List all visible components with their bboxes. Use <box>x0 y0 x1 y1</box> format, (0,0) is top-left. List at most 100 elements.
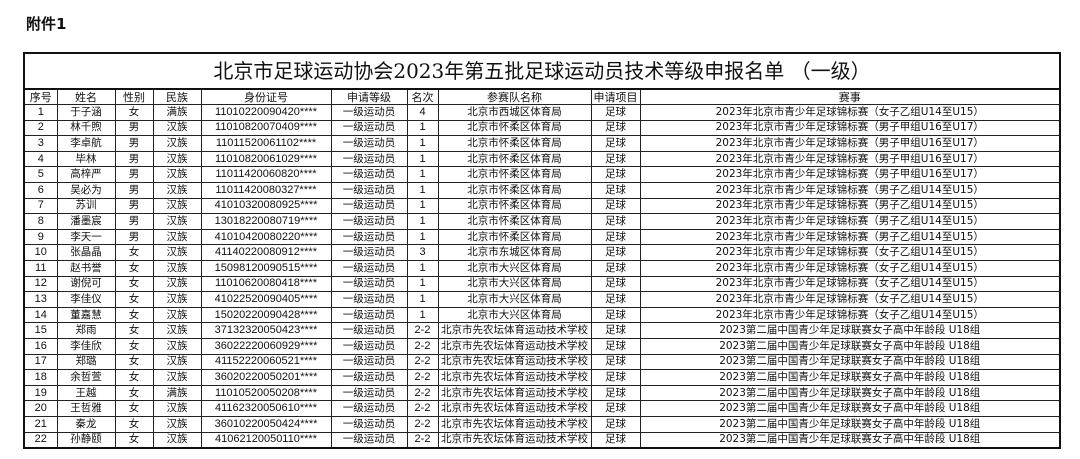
cell-gender: 女 <box>114 431 154 449</box>
cell-event: 2023年北京市青少年足球锦标赛（男子乙组U14至U15） <box>639 213 1061 230</box>
cell-ethnicity: 汉族 <box>152 244 202 262</box>
cell-ethnicity: 汉族 <box>152 400 202 417</box>
cell-sport: 足球 <box>590 384 641 402</box>
cell-level: 一级运动员 <box>330 213 408 230</box>
cell-rank: 1 <box>406 260 439 277</box>
cell-sport: 足球 <box>590 306 641 324</box>
cell-rank: 2-2 <box>406 338 439 355</box>
cell-ethnicity: 汉族 <box>152 166 202 184</box>
cell-level: 一级运动员 <box>330 415 408 433</box>
cell-gender: 女 <box>114 275 154 293</box>
cell-index: 19 <box>23 384 58 402</box>
cell-index: 8 <box>23 213 58 230</box>
cell-index: 11 <box>23 260 58 277</box>
cell-gender: 男 <box>114 213 154 230</box>
cell-ethnicity: 汉族 <box>152 260 202 277</box>
cell-level: 一级运动员 <box>330 369 408 386</box>
cell-rank: 1 <box>406 197 439 215</box>
cell-rank: 1 <box>406 228 439 246</box>
cell-level: 一级运动员 <box>330 150 408 168</box>
cell-team: 北京市大兴区体育局 <box>437 260 592 277</box>
cell-id-number: 41022520090405**** <box>200 291 332 308</box>
cell-team: 北京市先农坛体育运动技术学校 <box>437 431 592 449</box>
cell-index: 9 <box>23 228 58 246</box>
cell-id-number: 11010620080418**** <box>200 275 332 293</box>
cell-sport: 足球 <box>590 166 641 184</box>
cell-level: 一级运动员 <box>330 384 408 402</box>
cell-id-number: 36020220050201**** <box>200 369 332 386</box>
cell-name: 吴必为 <box>56 182 116 199</box>
cell-name: 孙静颐 <box>56 431 116 449</box>
cell-level: 一级运动员 <box>330 322 408 339</box>
cell-rank: 1 <box>406 182 439 199</box>
cell-name: 郑璐 <box>56 353 116 371</box>
cell-team: 北京市怀柔区体育局 <box>437 228 592 246</box>
cell-level: 一级运动员 <box>330 291 408 308</box>
table-row: 16 李佳欣女汉族 36022220060929**** 一级运动员 2-2 北京市先农坛… <box>23 338 1061 355</box>
cell-level: 一级运动员 <box>330 228 408 246</box>
cell-gender: 女 <box>114 353 154 371</box>
cell-name: 李天一 <box>56 228 116 246</box>
cell-rank: 1 <box>406 306 439 324</box>
cell-ethnicity: 满族 <box>152 104 202 121</box>
header-sport: 申请项目 <box>590 88 641 106</box>
header-row: 序号 姓名 性别 民族 身份证号 申请等级 名次 参赛队名称 申请项目 赛事 <box>23 88 1061 106</box>
cell-index: 17 <box>23 353 58 371</box>
cell-level: 一级运动员 <box>330 135 408 152</box>
cell-sport: 足球 <box>590 197 641 215</box>
cell-sport: 足球 <box>590 338 641 355</box>
cell-index: 2 <box>23 119 58 137</box>
cell-id-number: 11010520050208**** <box>200 384 332 402</box>
cell-index: 13 <box>23 291 58 308</box>
cell-name: 谢倪可 <box>56 275 116 293</box>
cell-team: 北京市大兴区体育局 <box>437 275 592 293</box>
cell-index: 16 <box>23 338 58 355</box>
cell-level: 一级运动员 <box>330 182 408 199</box>
cell-sport: 足球 <box>590 415 641 433</box>
cell-id-number: 11010820070409**** <box>200 119 332 137</box>
cell-id-number: 15020220090428**** <box>200 306 332 324</box>
table-row: 12 谢倪可女汉族 11010620080418**** 一级运动员 1 北京市大兴区体育… <box>23 275 1061 293</box>
cell-rank: 1 <box>406 166 439 184</box>
cell-name: 李佳仪 <box>56 291 116 308</box>
cell-team: 北京市怀柔区体育局 <box>437 135 592 152</box>
table-row: 9 李天一男汉族 41010420080220**** 一级运动员 1 北京市怀柔区体育局… <box>23 228 1061 246</box>
cell-name: 董嘉慧 <box>56 306 116 324</box>
cell-event: 2023年北京市青少年足球锦标赛（男子甲组U16至U17） <box>639 119 1061 137</box>
cell-id-number: 15098120090515**** <box>200 260 332 277</box>
cell-rank: 1 <box>406 291 439 308</box>
cell-level: 一级运动员 <box>330 400 408 417</box>
cell-rank: 1 <box>406 119 439 137</box>
cell-gender: 女 <box>114 322 154 339</box>
cell-index: 20 <box>23 400 58 417</box>
cell-team: 北京市东城区体育局 <box>437 244 592 262</box>
cell-gender: 女 <box>114 260 154 277</box>
table-row: 8 潘墨宸男汉族 13018220080719**** 一级运动员 1 北京市怀柔区体育局… <box>23 213 1061 230</box>
cell-name: 毕林 <box>56 150 116 168</box>
cell-event: 2023年北京市青少年足球锦标赛（男子甲组U16至U17） <box>639 135 1061 152</box>
cell-name: 赵书誉 <box>56 260 116 277</box>
cell-team: 北京市怀柔区体育局 <box>437 150 592 168</box>
table-row: 5 高梓严男汉族 11011420060820**** 一级运动员 1 北京市怀柔区体育局… <box>23 166 1061 184</box>
cell-index: 15 <box>23 322 58 339</box>
cell-id-number: 41010420080220**** <box>200 228 332 246</box>
cell-sport: 足球 <box>590 400 641 417</box>
cell-ethnicity: 汉族 <box>152 119 202 137</box>
cell-name: 苏训 <box>56 197 116 215</box>
document-title: 北京市足球运动协会2023年第五批足球运动员技术等级申报名单 （一级） <box>23 52 1061 90</box>
cell-index: 1 <box>23 104 58 121</box>
cell-index: 12 <box>23 275 58 293</box>
cell-ethnicity: 汉族 <box>152 431 202 449</box>
cell-id-number: 41010320080925**** <box>200 197 332 215</box>
cell-event: 2023年北京市青少年足球锦标赛（女子乙组U14至U15） <box>639 244 1061 262</box>
registration-table: 北京市足球运动协会2023年第五批足球运动员技术等级申报名单 （一级） 序号 姓名… <box>23 52 1061 449</box>
cell-event: 2023第二届中国青少年足球联赛女子高中年龄段 U18组 <box>639 338 1061 355</box>
cell-team: 北京市先农坛体育运动技术学校 <box>437 369 592 386</box>
cell-name: 秦龙 <box>56 415 116 433</box>
cell-team: 北京市先农坛体育运动技术学校 <box>437 400 592 417</box>
table-row: 21 秦龙女汉族 36010220050424**** 一级运动员 2-2 北京市先农坛体… <box>23 415 1061 433</box>
cell-gender: 女 <box>114 400 154 417</box>
header-id-number: 身份证号 <box>200 88 332 106</box>
cell-gender: 男 <box>114 197 154 215</box>
cell-gender: 女 <box>114 415 154 433</box>
